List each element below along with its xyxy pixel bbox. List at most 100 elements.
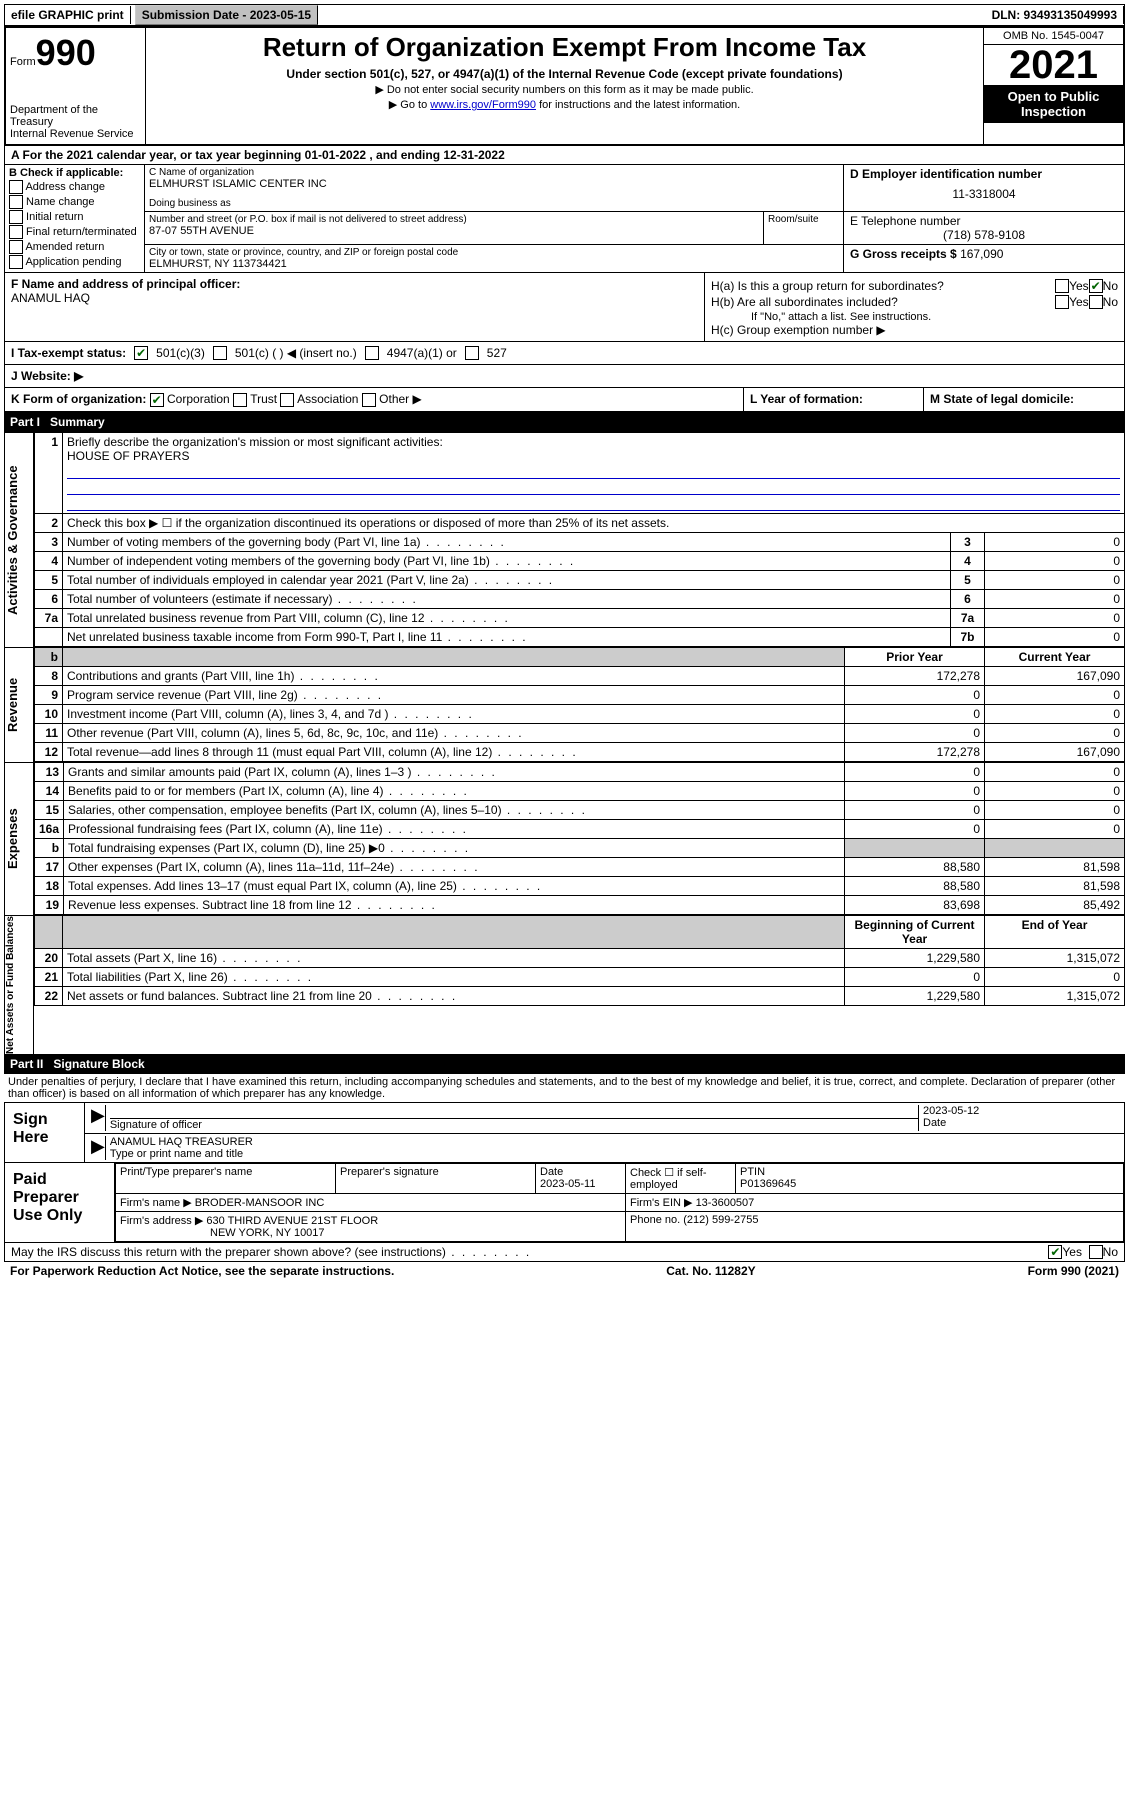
table-row: 5Total number of individuals employed in…: [35, 570, 1125, 589]
table-row: 12Total revenue—add lines 8 through 11 (…: [35, 742, 1125, 761]
row-fh: F Name and address of principal officer:…: [4, 273, 1125, 342]
corp-checkbox[interactable]: [150, 393, 164, 407]
irs-link[interactable]: www.irs.gov/Form990: [430, 99, 536, 111]
sig-date: 2023-05-12: [923, 1105, 1118, 1117]
col-b-item[interactable]: Final return/terminated: [9, 225, 140, 239]
hdr-boy: Beginning of Current Year: [845, 915, 985, 948]
table-row: bTotal fundraising expenses (Part IX, co…: [35, 838, 1125, 857]
col-b-title: B Check if applicable:: [9, 167, 140, 179]
table-row: 6Total number of volunteers (estimate if…: [35, 589, 1125, 608]
cat-number: Cat. No. 11282Y: [666, 1264, 755, 1278]
501c3-checkbox[interactable]: [134, 346, 148, 360]
discuss-label: May the IRS discuss this return with the…: [11, 1245, 1048, 1259]
form-word: Form: [10, 56, 36, 68]
col-b-item[interactable]: Initial return: [9, 210, 140, 224]
trust-checkbox[interactable]: [233, 393, 247, 407]
self-employed-check[interactable]: Check ☐ if self-employed: [626, 1163, 736, 1193]
hb-no-checkbox[interactable]: [1089, 295, 1103, 309]
other-checkbox[interactable]: [362, 393, 376, 407]
top-bar: efile GRAPHIC print Submission Date - 20…: [4, 4, 1125, 26]
room-label: Room/suite: [768, 214, 839, 225]
sign-here-label: Sign Here: [5, 1103, 85, 1162]
irs-label: Internal Revenue Service: [10, 128, 141, 140]
form-title: Return of Organization Exempt From Incom…: [150, 32, 979, 63]
form-header: Form990 Department of the Treasury Inter…: [4, 26, 1125, 146]
efile-label: efile GRAPHIC print: [5, 6, 131, 24]
ein-value: 11-3318004: [850, 187, 1118, 201]
part1-header: Part I Summary: [4, 412, 1125, 432]
firm-addr2: NEW YORK, NY 10017: [120, 1227, 325, 1239]
mission-text: HOUSE OF PRAYERS: [67, 449, 189, 463]
tax-year: 2021: [984, 45, 1123, 85]
501c-checkbox[interactable]: [213, 346, 227, 360]
dba-label: Doing business as: [149, 198, 839, 209]
assoc-checkbox[interactable]: [280, 393, 294, 407]
sig-name: ANAMUL HAQ TREASURER: [110, 1136, 1118, 1148]
table-row: 19Revenue less expenses. Subtract line 1…: [35, 895, 1125, 914]
dept-label: Department of the Treasury: [10, 104, 141, 128]
4947-checkbox[interactable]: [365, 346, 379, 360]
gross-value: 167,090: [960, 247, 1003, 261]
hc-label: H(c) Group exemption number ▶: [711, 323, 1118, 337]
form-subtitle: Under section 501(c), 527, or 4947(a)(1)…: [150, 67, 979, 81]
tel-value: (718) 578-9108: [850, 228, 1118, 242]
city-label: City or town, state or province, country…: [149, 247, 839, 258]
vlabel-expenses: Expenses: [4, 762, 34, 915]
ha-yes-checkbox[interactable]: [1055, 279, 1069, 293]
hb-yes-checkbox[interactable]: [1055, 295, 1069, 309]
dln-label: DLN: 93493135049993: [986, 6, 1124, 24]
table-row: 8Contributions and grants (Part VIII, li…: [35, 666, 1125, 685]
state-domicile: M State of legal domicile:: [924, 388, 1124, 411]
sig-name-label: Type or print name and title: [110, 1148, 243, 1160]
form-ref: Form 990 (2021): [1028, 1264, 1119, 1278]
discuss-no-checkbox[interactable]: [1089, 1245, 1103, 1259]
tel-label: E Telephone number: [850, 214, 1118, 228]
table-row: 22Net assets or fund balances. Subtract …: [35, 986, 1125, 1005]
col-b-item[interactable]: Name change: [9, 195, 140, 209]
penalty-text: Under penalties of perjury, I declare th…: [4, 1074, 1125, 1102]
table-row: 4Number of independent voting members of…: [35, 551, 1125, 570]
table-row: 20Total assets (Part X, line 16)1,229,58…: [35, 948, 1125, 967]
table-row: 11Other revenue (Part VIII, column (A), …: [35, 723, 1125, 742]
firm-phone: (212) 599-2755: [683, 1214, 758, 1226]
527-checkbox[interactable]: [465, 346, 479, 360]
city-value: ELMHURST, NY 113734421: [149, 258, 839, 270]
ein-label: D Employer identification number: [850, 167, 1118, 181]
table-row: 14Benefits paid to or for members (Part …: [35, 781, 1125, 800]
table-row: 7aTotal unrelated business revenue from …: [35, 608, 1125, 627]
table-row: 18Total expenses. Add lines 13–17 (must …: [35, 876, 1125, 895]
table-row: Net unrelated business taxable income fr…: [35, 627, 1125, 646]
row-j-website: J Website: ▶: [4, 365, 1125, 388]
row-i: I Tax-exempt status: 501(c)(3) 501(c) ( …: [4, 342, 1125, 365]
line1-label: Briefly describe the organization's miss…: [67, 435, 443, 449]
gross-label: G Gross receipts $: [850, 247, 957, 261]
table-row: 16aProfessional fundraising fees (Part I…: [35, 819, 1125, 838]
firm-ein: 13-3600507: [696, 1197, 755, 1209]
table-row: 17Other expenses (Part IX, column (A), l…: [35, 857, 1125, 876]
col-b-checkboxes: B Check if applicable: Address change Na…: [5, 165, 145, 272]
footer: For Paperwork Reduction Act Notice, see …: [4, 1262, 1125, 1280]
sig-date-label: Date: [923, 1117, 946, 1129]
year-formation: L Year of formation:: [744, 388, 924, 411]
col-b-item[interactable]: Address change: [9, 180, 140, 194]
submission-date-button[interactable]: Submission Date - 2023-05-15: [135, 5, 318, 25]
pra-notice: For Paperwork Reduction Act Notice, see …: [10, 1264, 394, 1278]
sign-here-block: Sign Here ▶Signature of officer2023-05-1…: [4, 1102, 1125, 1163]
table-row: 13Grants and similar amounts paid (Part …: [35, 762, 1125, 781]
form-note-1: ▶ Do not enter social security numbers o…: [150, 83, 979, 96]
ha-no-checkbox[interactable]: [1089, 279, 1103, 293]
prep-date: 2023-05-11: [540, 1178, 595, 1190]
hdr-prior: Prior Year: [845, 647, 985, 666]
row-k: K Form of organization: Corporation Trus…: [4, 388, 1125, 412]
sig-officer-label: Signature of officer: [110, 1119, 202, 1131]
name-label: C Name of organization: [149, 167, 839, 178]
table-row: 9Program service revenue (Part VIII, lin…: [35, 685, 1125, 704]
street-value: 87-07 55TH AVENUE: [149, 225, 759, 237]
col-b-item[interactable]: Amended return: [9, 240, 140, 254]
hdr-current: Current Year: [985, 647, 1125, 666]
table-row: 10Investment income (Part VIII, column (…: [35, 704, 1125, 723]
firm-name: BRODER-MANSOOR INC: [195, 1197, 325, 1209]
col-b-item[interactable]: Application pending: [9, 255, 140, 269]
part2-header: Part II Signature Block: [4, 1054, 1125, 1074]
discuss-yes-checkbox[interactable]: [1048, 1245, 1062, 1259]
